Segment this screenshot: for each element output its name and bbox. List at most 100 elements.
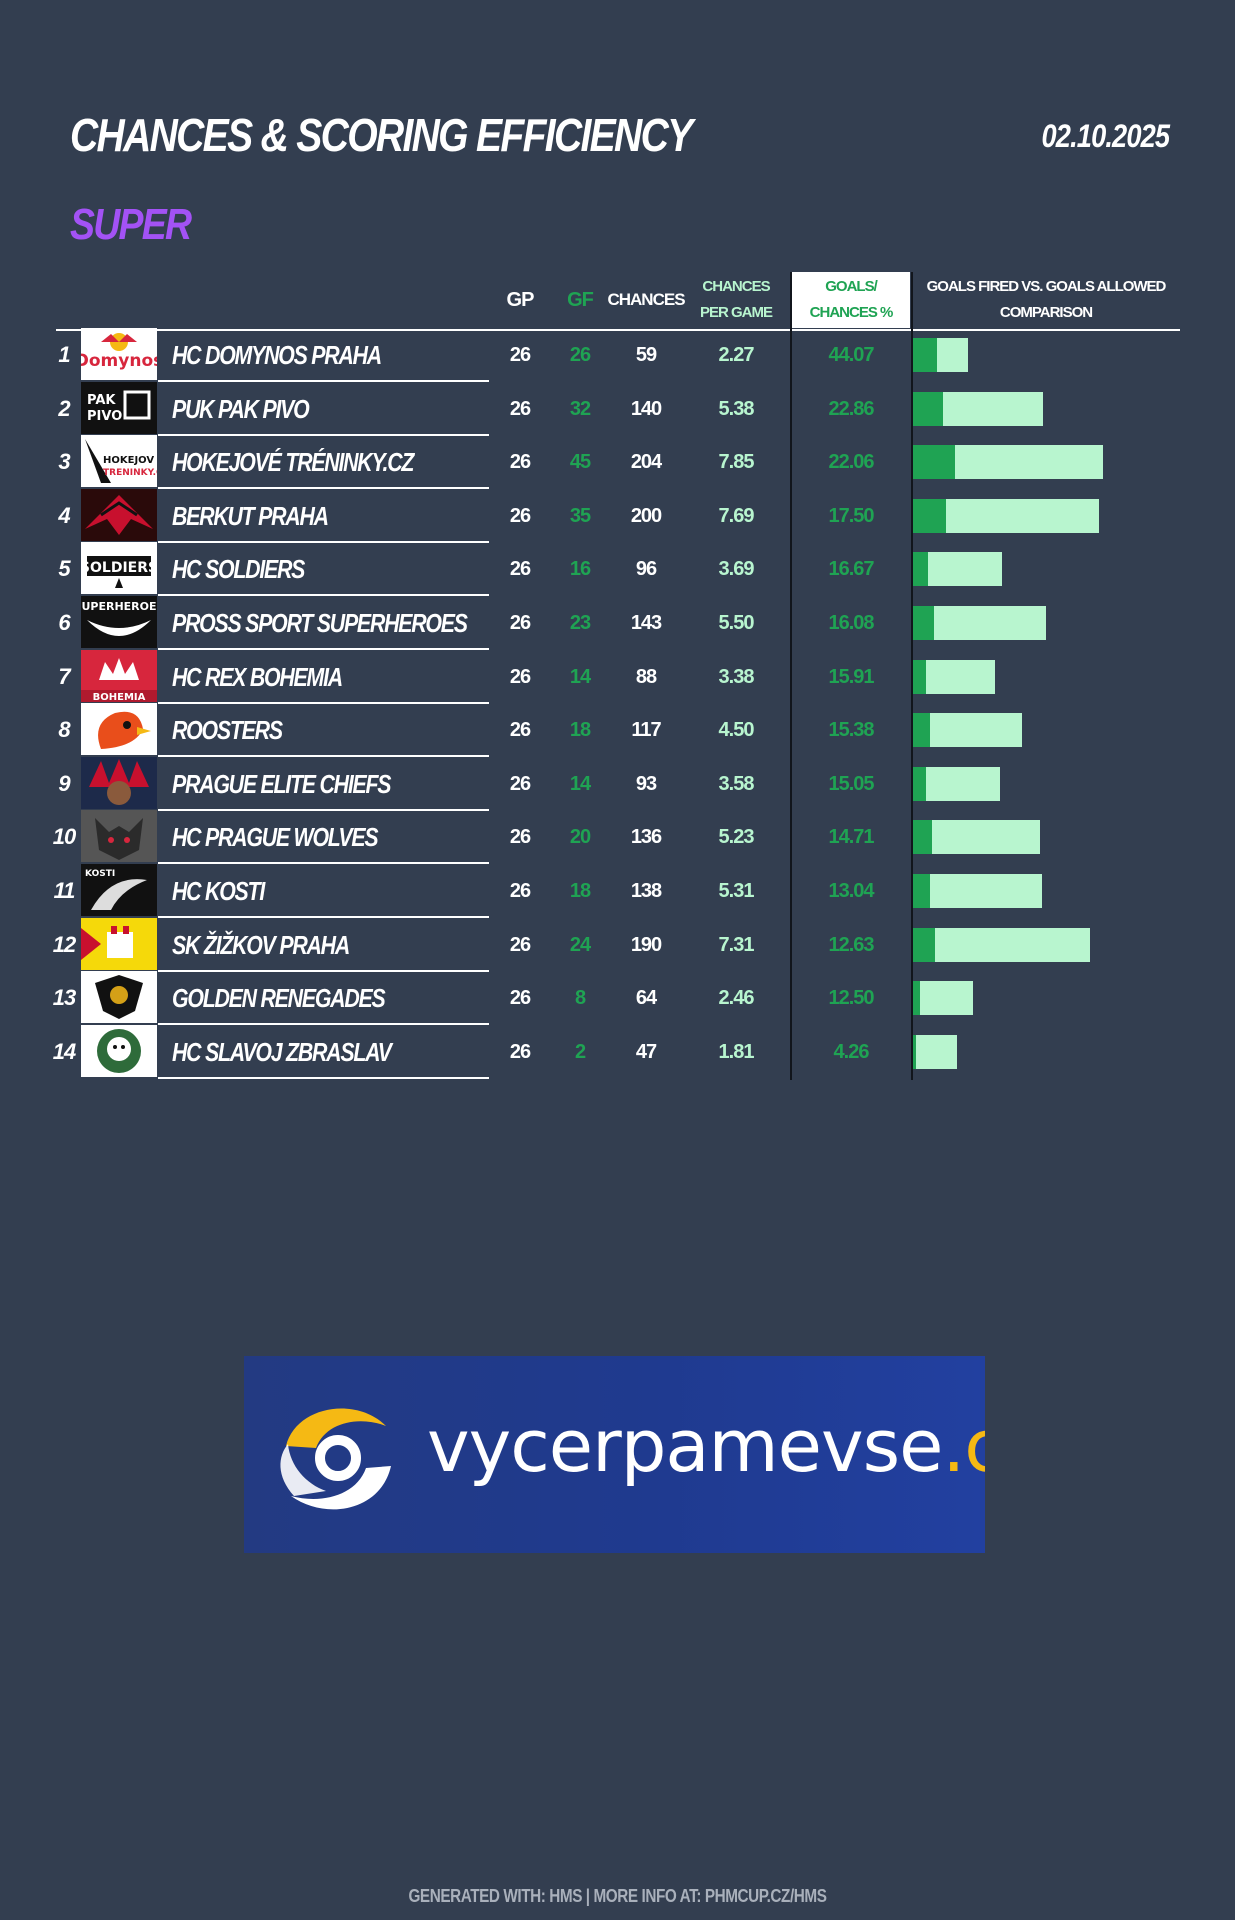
- gp-value: 26: [509, 772, 531, 795]
- pct-value: 15.05: [828, 772, 874, 795]
- gp-value: 26: [509, 879, 531, 902]
- pct-value: 12.50: [828, 986, 874, 1009]
- table-row: 4 BERKUT PRAHA 26 35 200 7.69 17.50: [0, 489, 1235, 543]
- goals-bar: [913, 928, 935, 962]
- rank-label: 9: [58, 771, 70, 796]
- row-divider: [158, 541, 489, 543]
- footer-credit[interactable]: GENERATED WITH: HMS | MORE INFO AT: PHMC…: [408, 1886, 827, 1906]
- wolves-logo: [81, 810, 157, 862]
- chances-bar: [913, 928, 1090, 962]
- svg-text:HOKEJOV: HOKEJOV: [103, 455, 154, 466]
- soldiers-logo: SOLDIERS: [81, 542, 157, 594]
- team-name: PUK PAK PIVO: [172, 393, 310, 424]
- row-divider: [158, 702, 489, 704]
- goals-bar: [913, 499, 946, 533]
- gf-header: GF: [567, 289, 594, 311]
- team-name: HOKEJOVÉ TRÉNINKY.CZ: [172, 446, 414, 477]
- rank-label: 13: [52, 985, 76, 1010]
- cpg-value: 5.50: [718, 611, 755, 634]
- table-row: 7 BOHEMIA HC REX BOHEMIA 26 14 88 3.38 15.91: [0, 650, 1235, 704]
- team-name: HC REX BOHEMIA: [172, 661, 343, 692]
- goals-bar: [913, 660, 926, 694]
- chances-bar: [913, 713, 1022, 747]
- row-divider: [158, 970, 489, 972]
- gp-value: 26: [509, 611, 531, 634]
- rank-label: 1: [58, 342, 70, 367]
- gp-value: 26: [509, 825, 531, 848]
- pct-value: 22.06: [828, 450, 874, 473]
- row-divider: [158, 487, 489, 489]
- gp-header: GP: [506, 289, 535, 311]
- svg-text:PAK: PAK: [87, 393, 116, 408]
- team-name: HC SOLDIERS: [172, 553, 305, 584]
- gf-value: 24: [569, 933, 591, 956]
- gp-value: 26: [509, 504, 531, 527]
- hokejove-treninky-logo: HOKEJOV TRENINKY.C: [81, 435, 157, 487]
- chances-value: 143: [630, 611, 662, 634]
- chances-value: 96: [635, 557, 657, 580]
- gf-value: 23: [569, 611, 591, 634]
- svg-text:BOHEMIA: BOHEMIA: [93, 692, 146, 702]
- row-divider: [158, 862, 489, 864]
- pct-value: 22.86: [828, 397, 874, 420]
- cpg-value: 7.85: [718, 450, 755, 473]
- chances-bar: [913, 660, 995, 694]
- pct-value: 15.38: [828, 718, 874, 741]
- table-row: 2 PAK PIVO PUK PAK PIVO 26 32 140 5.38 22.86: [0, 382, 1235, 436]
- goals-bar: [913, 606, 934, 640]
- team-name: SK ŽIŽKOV PRAHA: [172, 929, 350, 960]
- goals-bar: [913, 713, 930, 747]
- gp-value: 26: [509, 557, 531, 580]
- svg-text:TRENINKY.C: TRENINKY.C: [103, 468, 157, 478]
- cpg-value: 1.81: [718, 1040, 755, 1063]
- goals-bar: [913, 874, 930, 908]
- chances-bar: [913, 1035, 957, 1069]
- chances-bar: [913, 981, 973, 1015]
- gf-value: 14: [569, 665, 591, 688]
- chances-value: 140: [630, 397, 662, 420]
- cpg-value: 3.58: [718, 772, 755, 795]
- chances-bar: [913, 820, 1040, 854]
- pct-column-left-border: [790, 272, 792, 1080]
- header-divider: [56, 329, 1180, 331]
- chances-value: 190: [630, 933, 662, 956]
- table-row: 13 GOLDEN RENEGADES 26 8 64 2.46 12.50: [0, 971, 1235, 1025]
- pct-value: 13.04: [828, 879, 874, 902]
- pct-value: 4.26: [833, 1040, 870, 1063]
- pct-column-right-border: [911, 272, 913, 1080]
- svg-text:KOSTI: KOSTI: [85, 869, 115, 879]
- date-label: 02.10.2025: [1041, 118, 1169, 154]
- row-divider: [158, 809, 489, 811]
- gf-value: 20: [569, 825, 591, 848]
- table-row: 14 HC SLAVOJ ZBRASLAV 26 2 47 1.81 4.26: [0, 1025, 1235, 1079]
- chances-value: 93: [635, 772, 657, 795]
- team-name: PRAGUE ELITE CHIEFS: [172, 768, 392, 799]
- team-name: HC SLAVOJ ZBRASLAV: [172, 1036, 392, 1067]
- puk-pak-pivo-logo: PAK PIVO: [81, 382, 157, 434]
- row-divider: [158, 916, 489, 918]
- superheroes-logo: UPERHEROE: [81, 596, 157, 648]
- table-row: 8 ROOSTERS 26 18 117 4.50 15.38: [0, 703, 1235, 757]
- sponsor-text: vycerpamevse.cz: [427, 1404, 985, 1488]
- goals-bar: [913, 981, 920, 1015]
- gf-value: 8: [574, 986, 586, 1009]
- rank-label: 14: [52, 1039, 76, 1064]
- svg-text:PIVO: PIVO: [87, 409, 122, 424]
- rank-label: 3: [58, 449, 70, 474]
- gf-value: 26: [569, 343, 591, 366]
- cpg-value: 2.27: [718, 343, 755, 366]
- cpg-value: 7.69: [718, 504, 755, 527]
- cpg-value: 3.38: [718, 665, 755, 688]
- row-divider: [158, 1077, 489, 1079]
- row-divider: [158, 1023, 489, 1025]
- gf-value: 45: [569, 450, 591, 473]
- goals-bar: [913, 338, 937, 372]
- cpg-value: 5.31: [718, 879, 755, 902]
- division-label: SUPER: [70, 200, 192, 249]
- rank-label: 5: [58, 556, 70, 581]
- gp-value: 26: [509, 397, 531, 420]
- chances-value: 47: [635, 1040, 657, 1063]
- team-name: HC PRAGUE WOLVES: [172, 821, 379, 852]
- pct-header: GOALS/ CHANCES %: [809, 278, 894, 321]
- sponsor-banner[interactable]: vycerpamevse.cz: [244, 1356, 985, 1553]
